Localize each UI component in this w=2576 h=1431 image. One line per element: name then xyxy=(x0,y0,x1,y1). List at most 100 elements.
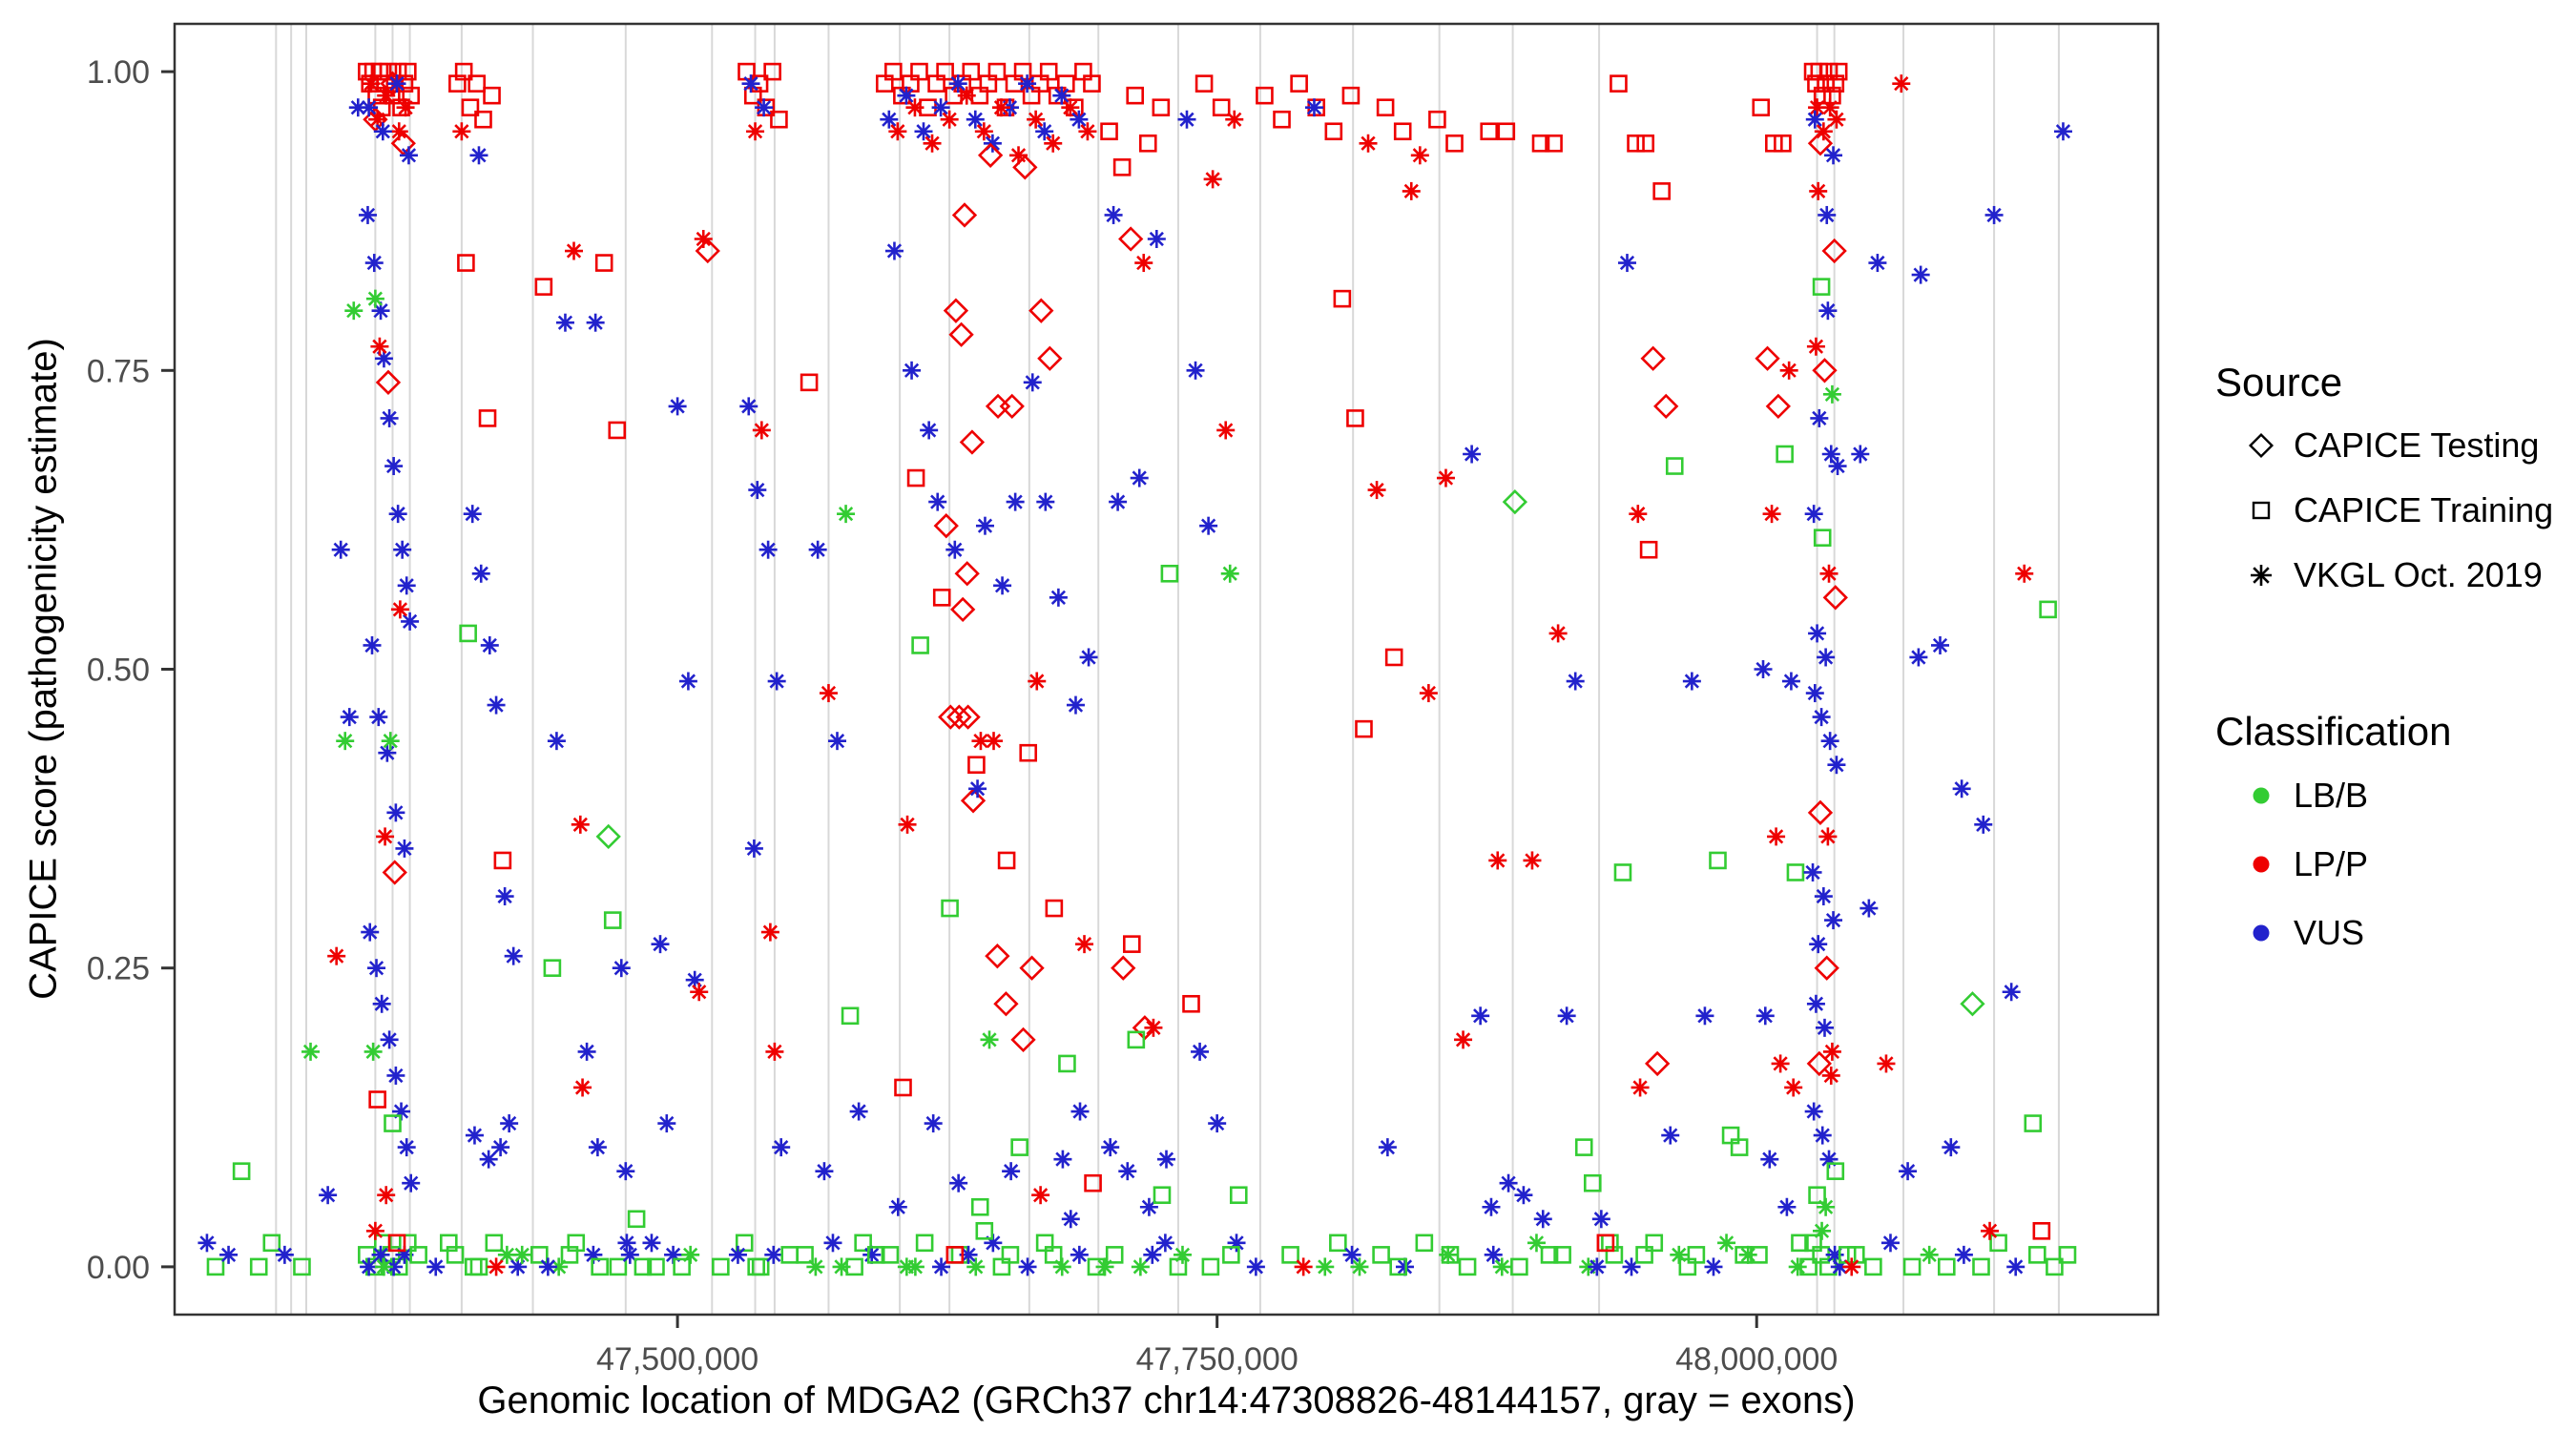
data-point xyxy=(1827,756,1846,775)
data-point xyxy=(469,1257,488,1276)
data-point xyxy=(1704,1257,1723,1276)
legend-classification-title: Classification xyxy=(2215,709,2452,754)
data-point xyxy=(382,860,407,885)
data-point xyxy=(1273,110,1291,129)
data-point xyxy=(975,1222,994,1240)
data-point xyxy=(746,122,765,141)
data-point xyxy=(1471,1006,1490,1026)
data-point xyxy=(478,409,497,427)
data-point xyxy=(1123,935,1141,953)
data-point xyxy=(1755,345,1780,371)
data-point xyxy=(1812,278,1831,296)
data-point xyxy=(363,635,382,654)
data-point xyxy=(1155,1234,1174,1253)
data-point xyxy=(465,1257,483,1276)
data-point xyxy=(1591,1210,1610,1229)
data-point xyxy=(849,1102,868,1121)
data-point xyxy=(565,241,584,260)
data-point xyxy=(1952,779,1971,798)
data-point xyxy=(1160,564,1179,583)
data-point xyxy=(1788,1257,1807,1276)
data-point xyxy=(894,1078,912,1097)
data-point xyxy=(1920,1245,1939,1264)
data-point xyxy=(997,851,1016,870)
data-point xyxy=(1329,1234,1347,1253)
data-point xyxy=(1402,181,1421,200)
data-point xyxy=(1212,98,1231,116)
data-point xyxy=(1118,1162,1137,1181)
data-point xyxy=(642,1234,661,1253)
data-point xyxy=(1814,887,1833,906)
data-point xyxy=(914,122,933,141)
data-point xyxy=(340,708,359,727)
data-point xyxy=(744,839,763,858)
data-point xyxy=(1246,1257,1265,1276)
data-point xyxy=(1488,851,1507,870)
x-axis-title: Genomic location of MDGA2 (GRCh37 chr14:… xyxy=(477,1379,1856,1421)
data-point xyxy=(1039,62,1058,81)
data-point xyxy=(657,1114,676,1133)
data-point xyxy=(1974,815,1993,834)
data-point xyxy=(1810,408,1829,427)
data-point xyxy=(888,122,907,141)
data-point xyxy=(955,704,981,730)
data-point xyxy=(712,1257,730,1276)
data-point xyxy=(399,146,418,165)
data-point xyxy=(1635,1246,1653,1264)
data-point xyxy=(493,851,512,870)
data-point xyxy=(331,540,350,559)
data-point xyxy=(1818,827,1838,846)
data-point xyxy=(1868,254,1887,273)
data-point xyxy=(402,1173,421,1192)
data-point xyxy=(940,110,959,129)
data-point xyxy=(457,254,475,272)
data-point xyxy=(1864,1257,1882,1276)
data-point xyxy=(888,1197,907,1216)
data-point xyxy=(454,62,473,81)
data-point xyxy=(1304,98,1323,117)
data-point xyxy=(948,321,974,347)
data-point xyxy=(393,540,412,559)
data-point xyxy=(463,505,482,524)
data-point xyxy=(1044,134,1063,153)
data-point xyxy=(1169,1257,1188,1276)
data-point xyxy=(471,564,490,583)
data-point xyxy=(954,561,980,587)
data-point xyxy=(845,1257,863,1276)
data-point xyxy=(747,1257,765,1276)
data-point xyxy=(943,298,969,323)
legend-item-label: CAPICE Training xyxy=(2294,490,2554,529)
data-point xyxy=(1827,110,1846,129)
data-point xyxy=(1002,1162,1021,1181)
data-point xyxy=(364,254,384,273)
data-point xyxy=(461,98,480,116)
y-tick-label: 0.25 xyxy=(87,951,150,987)
data-point xyxy=(1341,86,1361,105)
points-layer xyxy=(197,62,2077,1276)
data-point xyxy=(770,110,788,129)
data-point xyxy=(767,672,786,691)
data-point xyxy=(772,1138,791,1157)
data-point xyxy=(384,457,404,476)
data-point xyxy=(1981,1221,2000,1240)
legend-item-label: LP/P xyxy=(2294,844,2369,883)
data-point xyxy=(987,62,1007,81)
data-point xyxy=(1130,468,1149,487)
data-point xyxy=(452,122,471,141)
data-point xyxy=(344,301,364,321)
data-point xyxy=(1036,492,1055,511)
x-tick-label: 47,500,000 xyxy=(596,1341,758,1378)
panel-border xyxy=(173,22,2160,1317)
data-point xyxy=(1084,1173,1102,1192)
data-point xyxy=(1777,1197,1797,1216)
data-point xyxy=(1134,254,1153,273)
data-point xyxy=(1281,1246,1299,1264)
data-point xyxy=(381,732,400,751)
data-point xyxy=(2024,1114,2043,1132)
data-point xyxy=(1774,134,1792,153)
data-point xyxy=(991,98,1010,117)
data-point xyxy=(755,98,774,117)
data-point xyxy=(1566,672,1585,691)
data-point xyxy=(1709,851,1727,870)
data-point xyxy=(1147,230,1166,248)
